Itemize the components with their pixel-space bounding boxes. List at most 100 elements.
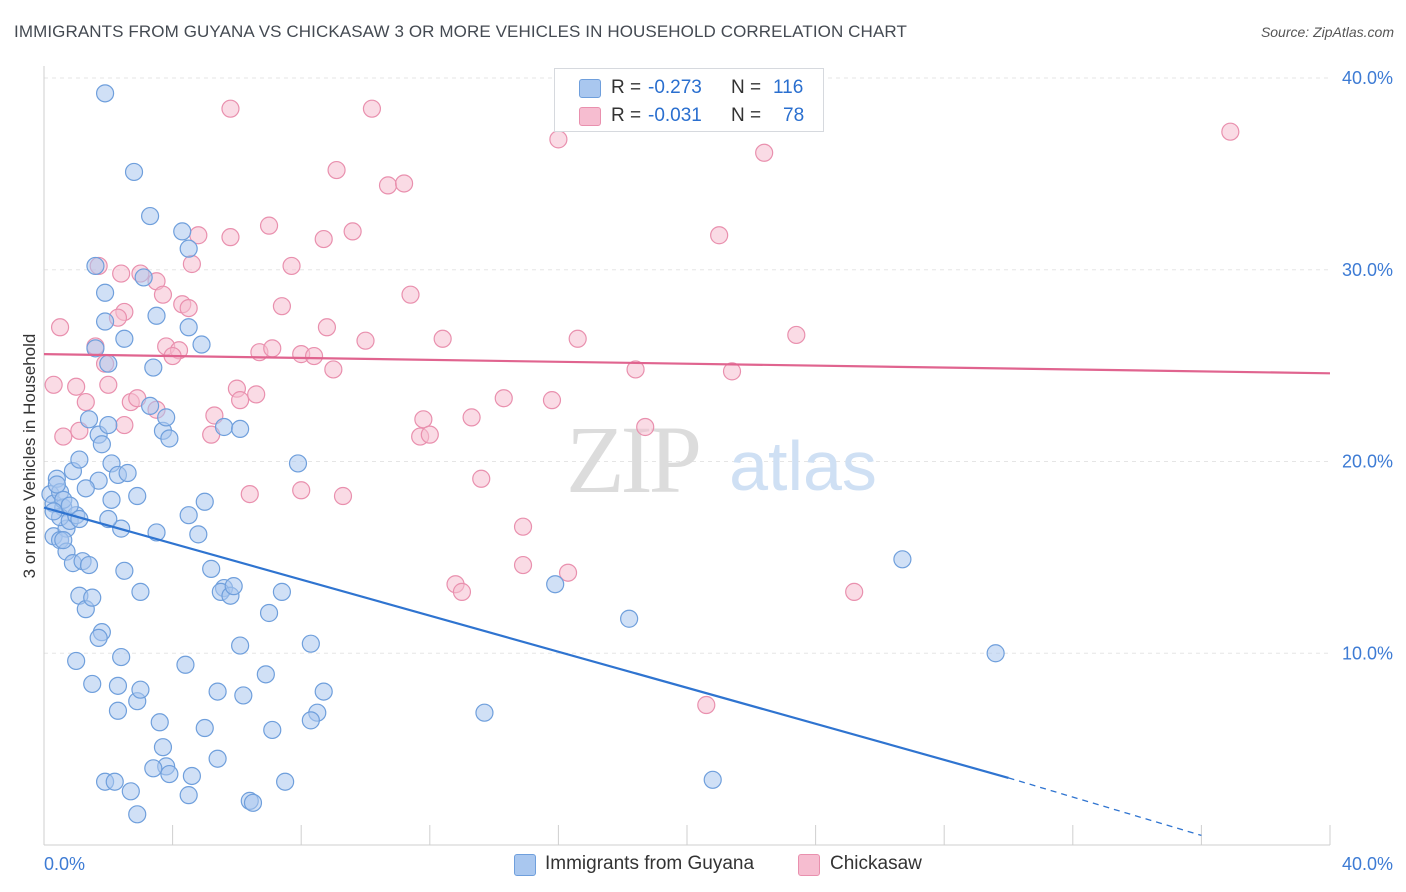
data-point bbox=[140, 206, 160, 226]
data-point bbox=[108, 701, 128, 720]
data-point bbox=[160, 764, 179, 784]
data-point bbox=[112, 264, 131, 283]
data-point bbox=[95, 84, 115, 103]
data-point bbox=[131, 680, 150, 699]
watermark: ZIP atlas bbox=[566, 406, 877, 513]
legend-swatch-chickasaw bbox=[579, 107, 601, 126]
data-point bbox=[494, 389, 513, 408]
data-point bbox=[124, 162, 144, 182]
data-point bbox=[231, 391, 250, 410]
data-point bbox=[288, 454, 308, 473]
y-tick-label: 20.0% bbox=[1342, 452, 1393, 472]
data-point bbox=[112, 647, 131, 667]
data-point bbox=[722, 362, 742, 381]
data-point bbox=[221, 99, 240, 118]
data-point bbox=[95, 283, 115, 302]
legend-swatch-guyana bbox=[579, 79, 601, 98]
data-point bbox=[546, 575, 565, 594]
data-point bbox=[179, 786, 198, 805]
data-point bbox=[243, 793, 263, 812]
data-point bbox=[240, 484, 259, 504]
data-point bbox=[378, 176, 398, 195]
data-point bbox=[54, 427, 73, 446]
data-point bbox=[462, 408, 481, 427]
data-point bbox=[986, 644, 1005, 663]
data-point bbox=[208, 749, 227, 768]
chart-title: IMMIGRANTS FROM GUYANA VS CHICKASAW 3 OR… bbox=[14, 22, 907, 41]
data-point bbox=[256, 665, 275, 684]
data-point bbox=[189, 525, 208, 544]
trend-line-extension bbox=[1008, 777, 1202, 837]
guyana-points bbox=[41, 84, 1005, 824]
data-point bbox=[83, 674, 102, 694]
data-point bbox=[327, 160, 346, 180]
series-swatch-chickasaw bbox=[798, 854, 820, 876]
data-point bbox=[626, 360, 645, 379]
legend-r-value: -0.031 bbox=[648, 105, 702, 126]
data-point bbox=[128, 805, 147, 824]
y-tick-label: 40.0% bbox=[1342, 68, 1393, 88]
data-point bbox=[179, 239, 198, 258]
data-point bbox=[86, 339, 105, 358]
data-point bbox=[282, 256, 301, 276]
data-point bbox=[144, 759, 163, 778]
data-point bbox=[118, 463, 137, 483]
data-point bbox=[224, 577, 243, 596]
y-tick-labels: 10.0% 20.0% 30.0% 40.0% bbox=[1342, 68, 1393, 663]
data-point bbox=[79, 555, 99, 575]
data-point bbox=[92, 435, 111, 454]
data-point bbox=[89, 628, 108, 648]
axes bbox=[43, 66, 1331, 846]
chickasaw-points bbox=[44, 99, 1240, 715]
data-point bbox=[414, 410, 433, 429]
data-point bbox=[115, 329, 134, 348]
data-point bbox=[362, 99, 382, 118]
data-point bbox=[95, 312, 115, 331]
data-point bbox=[182, 766, 201, 786]
data-point bbox=[420, 425, 439, 444]
data-point bbox=[263, 339, 282, 358]
y-tick-label: 10.0% bbox=[1342, 643, 1393, 663]
data-point bbox=[513, 517, 533, 536]
data-point bbox=[83, 588, 102, 607]
data-point bbox=[47, 475, 66, 494]
data-point bbox=[221, 228, 240, 247]
data-point bbox=[67, 651, 86, 671]
data-point bbox=[115, 415, 134, 435]
x-tick-labels: 0.0% 40.0% bbox=[44, 854, 1393, 874]
data-point bbox=[67, 377, 86, 396]
data-point bbox=[160, 429, 179, 448]
data-point bbox=[620, 609, 639, 628]
data-point bbox=[44, 375, 63, 394]
data-point bbox=[401, 285, 420, 304]
data-point bbox=[195, 718, 214, 738]
data-point bbox=[153, 285, 173, 304]
data-point bbox=[99, 354, 118, 373]
data-point bbox=[140, 396, 160, 415]
data-point bbox=[317, 318, 337, 337]
data-point bbox=[513, 555, 533, 575]
data-point bbox=[153, 738, 173, 757]
data-point bbox=[475, 703, 494, 722]
data-point bbox=[301, 711, 320, 730]
data-point bbox=[314, 682, 333, 701]
series-label-guyana: Immigrants from Guyana bbox=[545, 853, 755, 874]
y-tick-label: 30.0% bbox=[1342, 260, 1393, 280]
data-point bbox=[247, 385, 266, 404]
data-point bbox=[76, 392, 95, 412]
data-point bbox=[102, 490, 121, 509]
data-point bbox=[208, 682, 227, 701]
data-point bbox=[147, 306, 166, 325]
data-point bbox=[636, 417, 655, 437]
watermark-atlas: atlas bbox=[729, 427, 877, 505]
data-point bbox=[1221, 122, 1240, 141]
data-point bbox=[144, 358, 163, 377]
data-point bbox=[179, 506, 198, 525]
series-label-chickasaw: Chickasaw bbox=[830, 853, 922, 874]
gridlines bbox=[44, 77, 1330, 654]
data-point bbox=[176, 655, 195, 674]
data-point bbox=[787, 325, 806, 345]
data-point bbox=[568, 329, 587, 348]
data-point bbox=[234, 686, 253, 705]
data-point bbox=[76, 479, 95, 498]
